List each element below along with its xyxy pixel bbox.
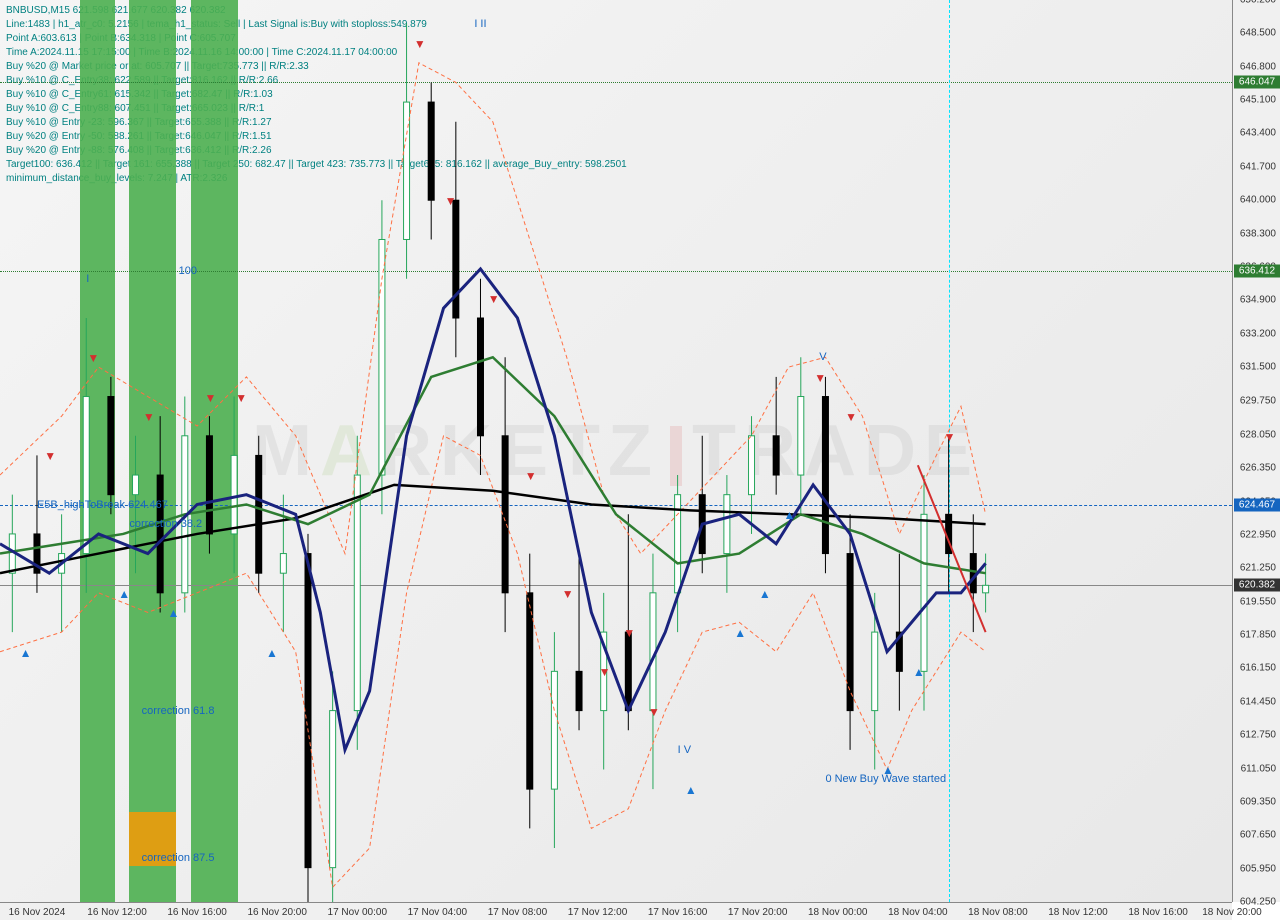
arrow-dn: ▼: [845, 410, 857, 424]
arrow-dn: ▼: [414, 37, 426, 51]
arrow-up: ▲: [882, 763, 894, 777]
arrow-dn: ▼: [525, 469, 537, 483]
arrow-up: ▲: [118, 587, 130, 601]
y-axis: 650.200648.500646.800645.100643.400641.7…: [1232, 0, 1280, 902]
annotation: 100: [179, 265, 197, 277]
arrow-up: ▲: [20, 646, 32, 660]
arrow-dn: ▼: [488, 292, 500, 306]
annotation: correction 87.5: [142, 852, 215, 864]
arrow-dn: ▼: [648, 705, 660, 719]
chart-area[interactable]: MARKETZTRADE BNBUSD,M15 621.598 621.677 …: [0, 0, 1232, 902]
arrow-dn: ▼: [562, 587, 574, 601]
arrow-dn: ▼: [944, 430, 956, 444]
annotation: V: [819, 351, 826, 363]
arrow-dn: ▼: [143, 410, 155, 424]
arrow-dn: ▼: [235, 391, 247, 405]
plot-svg: [0, 0, 1232, 902]
arrow-up: ▲: [783, 508, 795, 522]
annotation: E5B_highToBreak 624.467: [37, 499, 168, 511]
arrow-dn: ▼: [814, 371, 826, 385]
annotation: I II: [474, 18, 486, 30]
annotation: correction 38.2: [129, 518, 202, 530]
annotation: I V: [678, 744, 691, 756]
arrow-dn: ▼: [87, 351, 99, 365]
arrow-up: ▲: [734, 626, 746, 640]
arrow-dn: ▼: [204, 391, 216, 405]
arrow-dn: ▼: [445, 194, 457, 208]
arrow-up: ▲: [685, 783, 697, 797]
arrow-up: ▲: [266, 646, 278, 660]
arrow-up: ▲: [913, 665, 925, 679]
annotation: I: [86, 273, 89, 285]
arrow-dn: ▼: [599, 665, 611, 679]
arrow-dn: ▼: [623, 626, 635, 640]
annotation: correction 61.8: [142, 705, 215, 717]
arrow-up: ▲: [167, 606, 179, 620]
x-axis: 16 Nov 202416 Nov 12:0016 Nov 16:0016 No…: [0, 902, 1232, 920]
arrow-up: ▲: [759, 587, 771, 601]
arrow-dn: ▼: [44, 449, 56, 463]
